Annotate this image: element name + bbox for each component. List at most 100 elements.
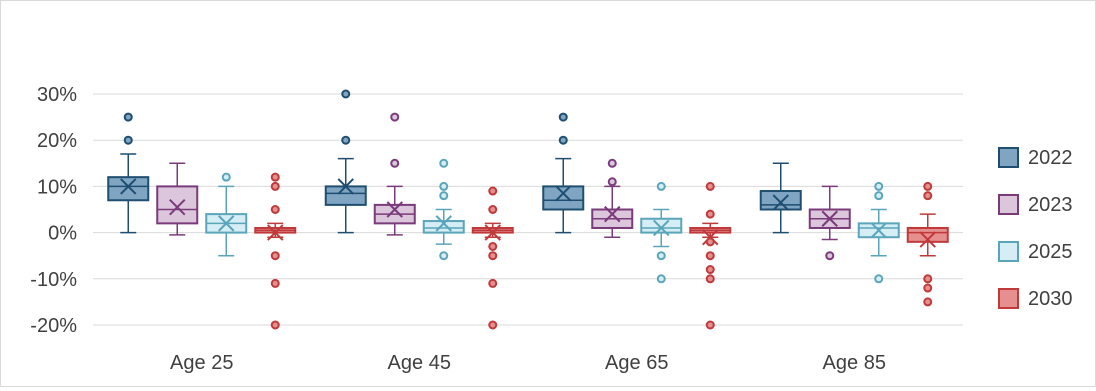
mean-marker [337, 178, 354, 195]
outlier-point [705, 209, 715, 219]
outlier-point [705, 265, 715, 275]
box-2025-age-65 [640, 181, 683, 284]
outlier-point [656, 181, 666, 191]
y-tick-label: 10% [37, 176, 77, 198]
y-tick-label: -20% [30, 315, 77, 337]
mean-marker [919, 231, 936, 248]
box-iqr [542, 185, 585, 211]
x-category-label: Age 45 [388, 352, 451, 374]
outlier-point [439, 181, 449, 191]
y-tick-label: 20% [37, 130, 77, 152]
mean-marker [870, 222, 887, 239]
outlier-point [221, 172, 231, 182]
series-2022 [107, 89, 802, 234]
box-2023-age-45 [373, 112, 416, 236]
mean-marker [555, 185, 572, 202]
mean-marker-stroke [169, 198, 186, 216]
mean-marker-stroke [821, 210, 838, 227]
outlier-point [705, 251, 715, 261]
outlier-point [341, 135, 351, 145]
box-2025-age-25 [205, 172, 248, 257]
outlier-point [123, 112, 133, 122]
outlier-point [923, 191, 933, 201]
series-2030 [254, 172, 949, 330]
outlier-point [923, 297, 933, 307]
mean-marker [653, 219, 670, 237]
mean-marker-stroke [653, 219, 670, 237]
legend-item-2025: 2025 [998, 241, 1073, 263]
outlier-point [270, 205, 280, 214]
outlier-point [488, 205, 498, 214]
legend-item-2022: 2022 [998, 147, 1073, 169]
legend-item-2023: 2023 [998, 194, 1073, 216]
outlier-point [656, 274, 666, 284]
box-2030-age-45 [471, 186, 514, 330]
box-iqr [156, 185, 199, 225]
mean-marker [702, 229, 719, 246]
mean-marker [772, 194, 789, 211]
outlier-point [607, 158, 617, 168]
y-tick-label: 30% [37, 84, 77, 106]
legend-label: 2023 [1028, 194, 1073, 216]
outlier-point [607, 177, 617, 187]
outlier-point [705, 274, 715, 284]
box-2030-age-25 [254, 172, 297, 330]
outlier-point [488, 186, 498, 196]
box-2025-age-85 [857, 181, 900, 284]
box-iqr [640, 217, 683, 234]
mean-marker [267, 224, 284, 241]
box-2022-age-65 [542, 112, 585, 234]
legend-label: 2022 [1028, 147, 1073, 169]
outlier-point [825, 251, 835, 261]
series-2023 [156, 112, 851, 261]
outlier-point [439, 251, 449, 261]
outlier-point [341, 89, 351, 99]
legend-label: 2030 [1028, 288, 1073, 310]
outlier-point [874, 181, 884, 191]
mean-marker-stroke [484, 224, 501, 241]
outlier-point [923, 283, 933, 293]
mean-marker-stroke [604, 205, 621, 223]
outlier-point [705, 181, 715, 191]
legend-swatch [998, 194, 1019, 215]
mean-marker [484, 224, 501, 241]
box-iqr [906, 226, 949, 243]
outlier-point [270, 251, 280, 261]
outlier-point [270, 278, 280, 288]
outlier-point [270, 172, 280, 182]
mean-marker [821, 210, 838, 227]
box-iqr [422, 220, 465, 234]
box-iqr [324, 185, 367, 206]
mean-marker-stroke [120, 178, 137, 195]
outlier-point [656, 251, 666, 261]
y-tick-label: 0% [48, 223, 77, 245]
mean-marker-stroke [919, 231, 936, 248]
outlier-point [923, 181, 933, 191]
mean-marker-stroke [435, 215, 452, 232]
series-2025 [205, 158, 900, 284]
mean-marker-stroke [386, 201, 403, 218]
outlier-point [874, 191, 884, 201]
mean-marker-stroke [267, 224, 284, 241]
box-2030-age-85 [906, 181, 949, 307]
box-plot-series [107, 89, 949, 330]
outlier-point [270, 181, 280, 191]
outlier-point [439, 191, 449, 201]
box-2030-age-65 [689, 181, 732, 330]
y-tick-label: -10% [30, 269, 77, 291]
outlier-point [874, 274, 884, 284]
box-iqr [107, 176, 150, 202]
x-category-label: Age 65 [605, 352, 668, 374]
outlier-point [488, 320, 498, 330]
mean-marker [169, 198, 186, 216]
outlier-point [558, 112, 568, 122]
outlier-point [439, 158, 449, 168]
box-2023-age-85 [808, 185, 851, 261]
mean-marker-stroke [337, 178, 354, 195]
mean-marker-stroke [772, 194, 789, 211]
mean-marker [435, 215, 452, 232]
outlier-point [705, 237, 715, 247]
mean-marker [386, 201, 403, 218]
mean-marker [604, 205, 621, 223]
